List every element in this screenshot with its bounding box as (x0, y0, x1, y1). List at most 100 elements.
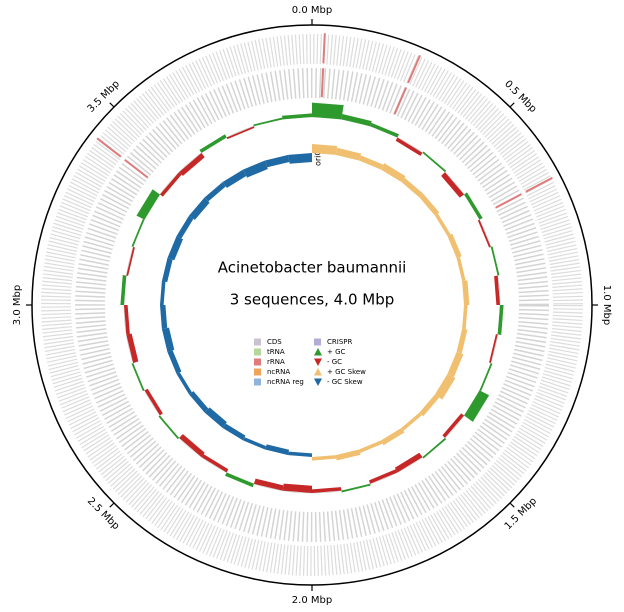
gc-content-bar (370, 122, 399, 138)
chart-subtitle: 3 sequences, 4.0 Mbp (230, 291, 395, 309)
rrna-mark (124, 158, 149, 179)
annotation: oriC (314, 150, 323, 166)
gc-content-bar (490, 246, 500, 276)
gc-skew-bar (358, 440, 383, 453)
cds-track-outer (41, 34, 583, 576)
gc-content-bar (497, 305, 504, 335)
x-tick-label: 1.0 Mbp (601, 285, 612, 325)
gc-skew-bar (401, 177, 424, 198)
gc-skew-bar (462, 305, 468, 330)
gc-content-bar (179, 152, 205, 176)
legend-label: CDS (267, 338, 282, 346)
gc-content-bar (126, 333, 139, 364)
legend-swatch (314, 368, 322, 376)
gc-content-bar (394, 452, 423, 473)
x-tick-label: 2.5 Mbp (85, 496, 121, 532)
rrna-mark (393, 87, 408, 115)
tick-mark (109, 502, 115, 508)
gc-content-bar (422, 437, 447, 459)
legend-swatch (254, 348, 261, 356)
legend-swatch (314, 358, 322, 366)
legend-swatch (314, 338, 321, 346)
gc-content-bar (131, 363, 145, 392)
rrna-mark (525, 176, 553, 193)
gc-skew-bar (161, 258, 173, 283)
legend-swatch (254, 358, 261, 366)
rrna-mark (407, 54, 421, 84)
gc-skew-bar (434, 374, 456, 400)
gc-content-bar (479, 363, 493, 392)
gc-skew-bar (222, 423, 246, 441)
gc-skew-bar (447, 233, 462, 259)
gc-content-bar (131, 218, 145, 247)
legend-label: ncRNA (267, 368, 290, 376)
gc-content-bar (136, 189, 160, 220)
gc-content-bar (341, 483, 371, 493)
gc-skew-bar (265, 444, 290, 456)
legend-label: + GC Skew (327, 368, 366, 376)
chart-title: Acinetobacter baumannii (218, 259, 407, 277)
gc-content-bar (489, 334, 498, 364)
gc-skew-bar (204, 182, 226, 202)
gc-content-bar (225, 472, 254, 488)
gc-skew-bar (222, 169, 247, 188)
gc-skew-bar (456, 328, 468, 354)
gc-skew-bar (447, 351, 464, 378)
gc-skew-bar (419, 193, 440, 216)
rrna-mark (320, 68, 325, 98)
tick-mark (509, 502, 515, 508)
legend-swatch (254, 368, 261, 376)
gc-skew-bar (167, 350, 182, 375)
gc-skew-bar (242, 160, 268, 178)
legend-label: ncRNA reg (267, 378, 304, 386)
gc-skew-bar (167, 235, 183, 261)
gc-skew-bar (419, 394, 440, 417)
legend-label: - GC Skew (327, 378, 363, 386)
gc-skew-bar (242, 437, 267, 450)
gc-skew-bar (288, 451, 312, 457)
gc-skew-bar (462, 280, 470, 305)
x-tick-label: 3.0 Mbp (12, 285, 23, 325)
legend-label: + GC (327, 348, 346, 356)
gc-content-bar (253, 117, 283, 127)
tick-mark (109, 102, 115, 108)
x-tick-label: 0.5 Mbp (502, 79, 538, 115)
gc-skew-bar (176, 372, 192, 395)
gc-content-bar (282, 113, 312, 120)
legend-label: tRNA (267, 348, 285, 356)
legend-swatch (254, 338, 261, 346)
x-tick-label: 2.0 Mbp (292, 595, 332, 606)
gc-content-bar (226, 126, 255, 140)
gc-content-bar (120, 275, 127, 305)
gc-skew-bar (401, 412, 423, 431)
legend-swatch (314, 348, 322, 356)
gc-content-bar (126, 246, 135, 276)
rrna-mark (322, 33, 326, 64)
gc-content-bar (253, 478, 284, 491)
x-tick-label: 0.0 Mbp (292, 5, 332, 16)
gc-skew-bar (358, 155, 384, 170)
gc-content-bar (312, 102, 344, 120)
gc-content-bar (494, 275, 500, 305)
gc-skew-bar (312, 144, 338, 155)
gc-skew-bar (189, 391, 209, 413)
gc-content-bar (422, 151, 447, 173)
gc-skew-bar (204, 407, 227, 428)
gc-skew-bar (265, 154, 290, 168)
gc-skew-bar (176, 215, 194, 239)
gc-content-bar (144, 388, 163, 416)
legend-swatch (254, 378, 261, 386)
gc-content-bar (159, 172, 182, 197)
gc-skew-bar (381, 427, 405, 446)
gc-content-bar (158, 415, 180, 440)
cds-track-inner (75, 68, 549, 542)
gc-content-bar (464, 390, 490, 422)
gc-content-bar (341, 113, 372, 127)
rrna-mark (96, 137, 122, 158)
legend-label: - GC (327, 358, 342, 366)
gc-content-bar (442, 413, 465, 438)
gc-content-bar (368, 469, 398, 484)
gc-skew-bar (456, 256, 466, 282)
gc-content-bar (464, 192, 483, 220)
gc-skew-bar (335, 147, 362, 161)
